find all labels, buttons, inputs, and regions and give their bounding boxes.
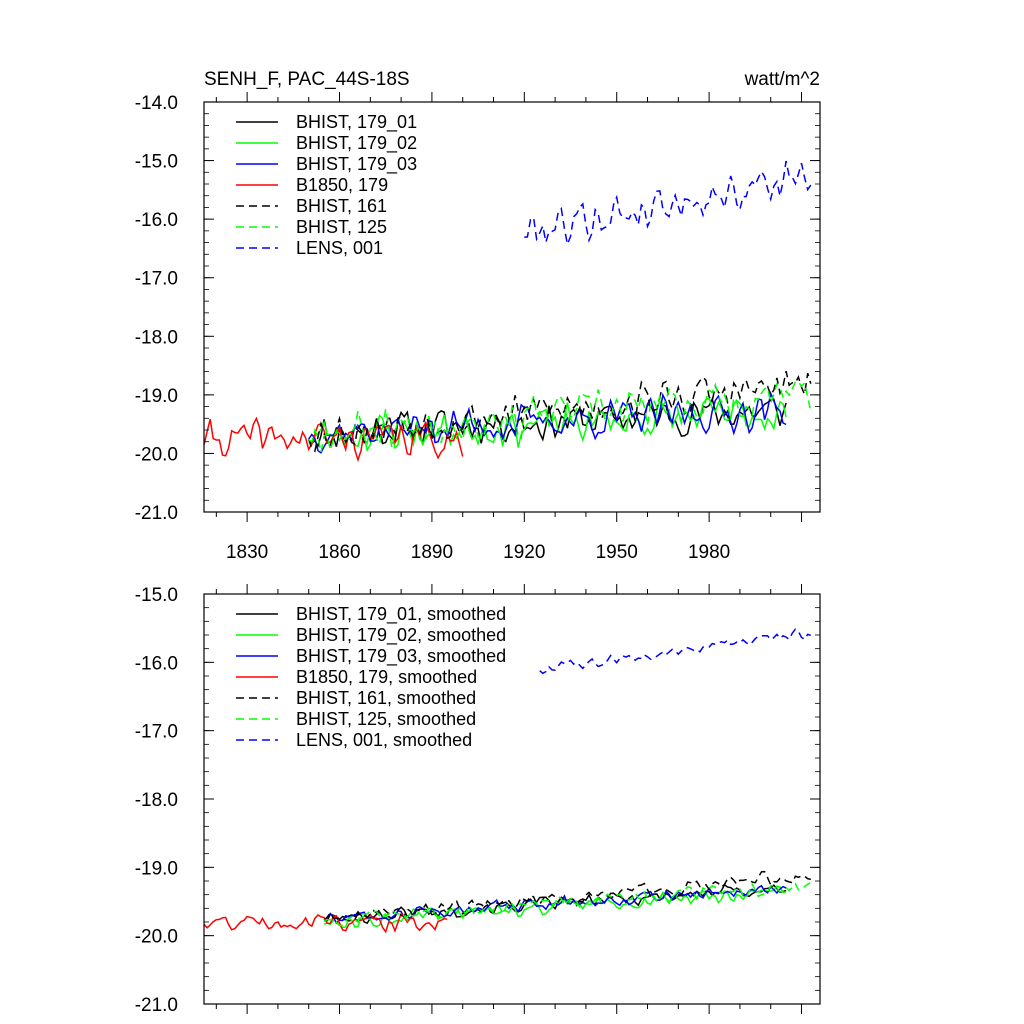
series-lines xyxy=(204,160,812,463)
x-tick-label: 1890 xyxy=(411,542,453,563)
series-line-5 xyxy=(307,371,812,453)
y-tick-label: -16.0 xyxy=(135,210,178,231)
series-lines xyxy=(204,628,812,934)
legend-label: LENS, 001 xyxy=(296,238,383,258)
y-tick-label: -20.0 xyxy=(135,927,178,948)
legend-label: BHIST, 161, smoothed xyxy=(296,688,476,708)
series-line-3 xyxy=(308,390,787,454)
y-tick-label: -15.0 xyxy=(135,152,178,173)
y-tick-label: -19.0 xyxy=(135,858,178,879)
series-line-1 xyxy=(324,883,787,925)
x-tick-label: 1920 xyxy=(503,542,545,563)
series-line-6 xyxy=(323,881,812,927)
top-panel: -21.0 -20.0 -19.0 -18.0 -17.0 -16.0 -15.0 -14.0… xyxy=(135,92,821,563)
x-tick-label: 1980 xyxy=(688,542,730,563)
legend-label: B1850, 179, smoothed xyxy=(296,667,477,687)
y-tick-label: -17.0 xyxy=(135,722,178,743)
legend-label: LENS, 001, smoothed xyxy=(296,730,472,750)
units-label: watt/m^2 xyxy=(744,69,820,90)
legend-label: BHIST, 179_01, smoothed xyxy=(296,604,506,625)
series-line-7 xyxy=(539,628,812,675)
legend-label: BHIST, 125 xyxy=(296,217,387,237)
y-tick-label: -20.0 xyxy=(135,444,178,465)
panel-title: SENH_F, PAC_44S-18S xyxy=(204,69,410,90)
y-tick-label: -21.0 xyxy=(135,503,178,524)
legend-label: BHIST, 179_03, smoothed xyxy=(296,646,506,667)
legend-label: BHIST, 179_02 xyxy=(296,133,417,154)
legend-label: BHIST, 161 xyxy=(296,196,387,216)
series-line-6 xyxy=(308,380,812,453)
y-tick-label: -17.0 xyxy=(135,269,178,290)
y-tick-label: -14.0 xyxy=(135,93,178,114)
legend-label: B1850, 179 xyxy=(296,175,388,195)
x-tick-label: 1860 xyxy=(318,542,360,563)
y-tick-label: -15.0 xyxy=(135,585,178,606)
bottom-panel: -21.0 -20.0 -19.0 -18.0 -17.0 -16.0 -15.0 BHIST… xyxy=(135,584,821,1016)
plot-frame xyxy=(203,101,821,513)
legend-label: BHIST, 179_02, smoothed xyxy=(296,625,506,646)
legend-label: BHIST, 179_03 xyxy=(296,154,417,175)
x-tick-label: 1950 xyxy=(596,542,638,563)
y-tick-label: -16.0 xyxy=(135,653,178,674)
legend-label: BHIST, 125, smoothed xyxy=(296,709,476,729)
y-tick-label: -18.0 xyxy=(135,790,178,811)
legend-label: BHIST, 179_01 xyxy=(296,112,417,133)
x-tick-label: 1830 xyxy=(226,542,268,563)
y-tick-label: -18.0 xyxy=(135,327,178,348)
y-tick-label: -19.0 xyxy=(135,386,178,407)
series-line-7 xyxy=(524,160,812,247)
y-tick-label: -21.0 xyxy=(135,995,178,1016)
